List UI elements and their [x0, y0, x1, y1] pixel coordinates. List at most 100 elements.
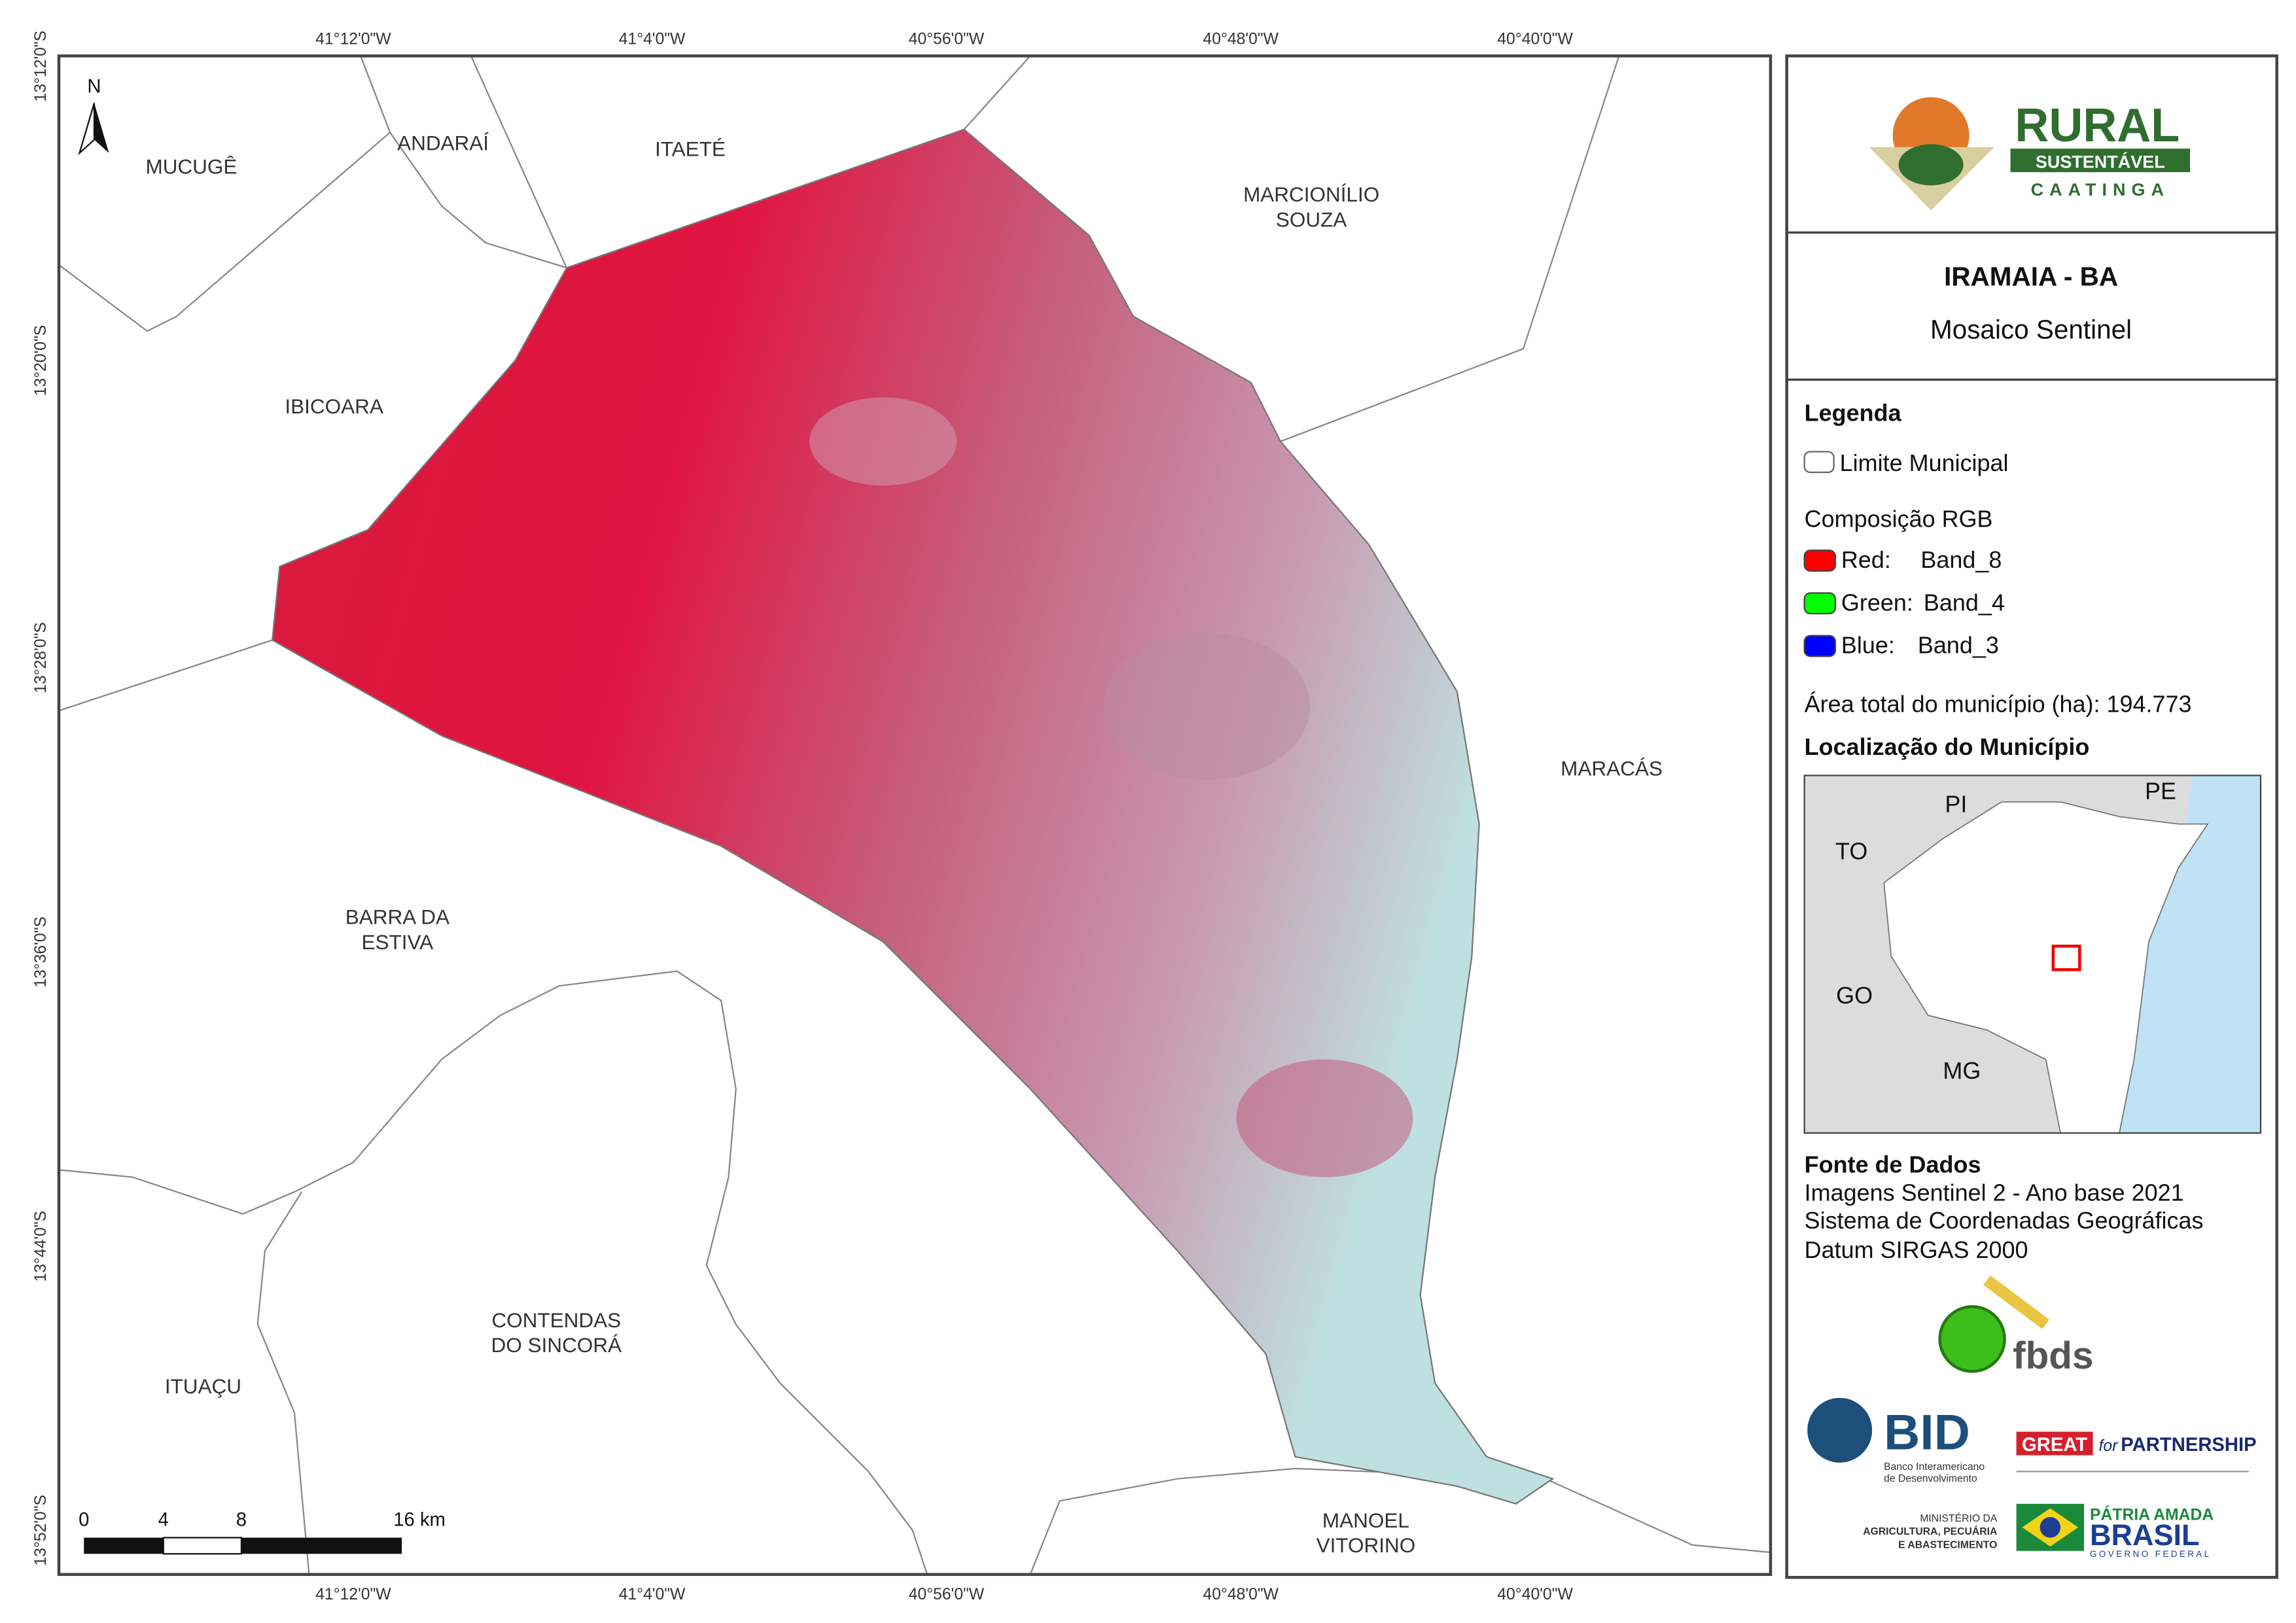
legend-label: Blue: [1841, 632, 1895, 659]
sources-line: Imagens Sentinel 2 - Ano base 2021 [1805, 1179, 2184, 1206]
boundary [59, 56, 391, 332]
place-label: ESTIVA [362, 930, 434, 954]
logo-ministerio: MINISTÉRIO DA AGRICULTURA, PECUÁRIA E AB… [1863, 1512, 1998, 1550]
map-frame [57, 54, 1773, 1577]
logo-tree [1898, 144, 1964, 186]
logo-great-box [2016, 1431, 2093, 1456]
coord-label: 13°12'0"S [32, 31, 50, 102]
inset-label: PE [2145, 777, 2176, 804]
texture [1104, 633, 1310, 780]
legend: Legenda Limite Municipal Composição RGB … [1803, 399, 2009, 659]
logo-fbds-bar [1983, 1275, 2049, 1329]
map-body [59, 56, 1771, 1575]
texture [1236, 1059, 1413, 1178]
inset-state [1883, 801, 2209, 1134]
place-label: IBICOARA [285, 394, 383, 418]
legend-subtitle: Composição RGB [1805, 505, 1993, 532]
boundary [963, 56, 1031, 130]
texture [809, 397, 957, 486]
scale-label: 4 [158, 1510, 169, 1531]
coord-label: 40°40'0"W [1497, 1586, 1573, 1603]
place-label: MANOEL [1322, 1509, 1409, 1532]
logo-ministerio-text: AGRICULTURA, PECUÁRIA [1863, 1525, 1997, 1537]
legend-swatch [1803, 451, 1835, 474]
map-title: IRAMAIA - BA [1944, 261, 2118, 291]
coord-label: 40°48'0"W [1203, 30, 1279, 48]
satellite-mosaic [271, 128, 1555, 1505]
logo-great-text: GREAT [2022, 1435, 2087, 1456]
scale-bar: 0 4 8 16 km [79, 1510, 446, 1555]
sources-line: Datum SIRGAS 2000 [1805, 1236, 2028, 1263]
legend-label: Band_4 [1924, 589, 2005, 616]
logo-flag [2040, 1517, 2061, 1538]
logo-ministerio-text: E ABASTECIMENTO [1898, 1539, 1997, 1550]
scale-segment [84, 1537, 164, 1554]
location-title: Localização do Município [1805, 733, 2090, 760]
boundary [256, 1191, 310, 1575]
inset-frame [1803, 775, 2262, 1134]
area-text: Área total do município (ha): 194.773 [1805, 691, 2192, 718]
boundary [1029, 1467, 1771, 1575]
coord-label: 41°12'0"W [315, 1586, 391, 1603]
place-labels: MUCUGÊ ANDARAÍ ITAETÉ MARCIONÍLIO SOUZA … [145, 131, 1662, 1557]
coord-label: 13°52'0"S [32, 1495, 50, 1566]
legend-label: Limite Municipal [1840, 449, 2009, 476]
logo-text: CAATINGA [2031, 180, 2170, 200]
logo-governo: GOVERNO FEDERAL [2090, 1549, 2211, 1559]
legend-swatch [1803, 592, 1837, 615]
legend-label: Green: [1841, 589, 1913, 616]
sources-line: Sistema de Coordenadas Geográficas [1805, 1207, 2204, 1234]
north-arrow [78, 103, 96, 156]
logo-brasil: BRASIL [2090, 1518, 2199, 1552]
boundary [59, 970, 928, 1575]
coord-label: 40°56'0"W [909, 1586, 985, 1603]
coords-left: 13°12'0"S 13°20'0"S 13°28'0"S 13°36'0"S … [32, 31, 50, 1566]
sources: Fonte de Dados Imagens Sentinel 2 - Ano … [1805, 1151, 2204, 1263]
coord-label: 40°56'0"W [909, 30, 985, 48]
inset-label: MG [1943, 1057, 1981, 1084]
logo-bid-sub: de Desenvolvimento [1884, 1473, 1977, 1484]
place-label: MUCUGÊ [145, 154, 237, 178]
coord-label: 13°36'0"S [32, 916, 50, 988]
place-label: ITUAÇU [165, 1374, 241, 1398]
logo-text: RURAL [2015, 99, 2180, 152]
inset-ocean [2119, 775, 2261, 1133]
logo-great-text: PARTNERSHIP [2121, 1435, 2256, 1456]
coord-label: 40°40'0"W [1497, 30, 1573, 48]
legend-label: Band_8 [1920, 546, 2002, 573]
sources-title: Fonte de Dados [1805, 1151, 1981, 1178]
logo-ministerio-text: MINISTÉRIO DA [1920, 1512, 1998, 1524]
scale-label: 0 [79, 1510, 89, 1531]
logo-bid-circle [1807, 1397, 1873, 1463]
place-label: MARCIONÍLIO [1243, 183, 1379, 206]
logo-patria: PÁTRIA AMADA [2090, 1506, 2214, 1524]
boundary [1280, 56, 1620, 442]
legend-swatch [1803, 550, 1837, 572]
inset-label: PI [1945, 791, 1967, 818]
scale-segment [241, 1537, 402, 1554]
legend-title: Legenda [1805, 399, 1902, 426]
place-label: DO SINCORÁ [491, 1333, 622, 1357]
coord-label: 41°4'0"W [619, 30, 686, 48]
place-label: SOUZA [1276, 207, 1347, 231]
logo-text: SUSTENTÁVEL [2036, 151, 2165, 171]
inset-label: TO [1835, 838, 1867, 865]
inset-locator [2051, 945, 2081, 971]
north-arrow [94, 103, 109, 153]
inset-map: PI PE TO GO MG [1803, 775, 2262, 1134]
logo-band [2010, 148, 2191, 173]
boundary [59, 639, 273, 712]
logo-rural: RURAL SUSTENTÁVEL CAATINGA [1869, 97, 2191, 211]
place-label: CONTENDAS [491, 1308, 621, 1332]
place-label: VITORINO [1316, 1533, 1416, 1557]
legend-label: Band_3 [1918, 632, 1999, 659]
boundary [389, 56, 569, 270]
coord-label: 13°44'0"S [32, 1211, 50, 1282]
scale-label: 16 km [393, 1510, 446, 1531]
coord-label: 41°4'0"W [619, 1586, 686, 1603]
legend-label: Red: [1841, 546, 1891, 573]
north-label: N [87, 77, 101, 97]
inset-labels: PI PE TO GO MG [1835, 777, 2176, 1083]
